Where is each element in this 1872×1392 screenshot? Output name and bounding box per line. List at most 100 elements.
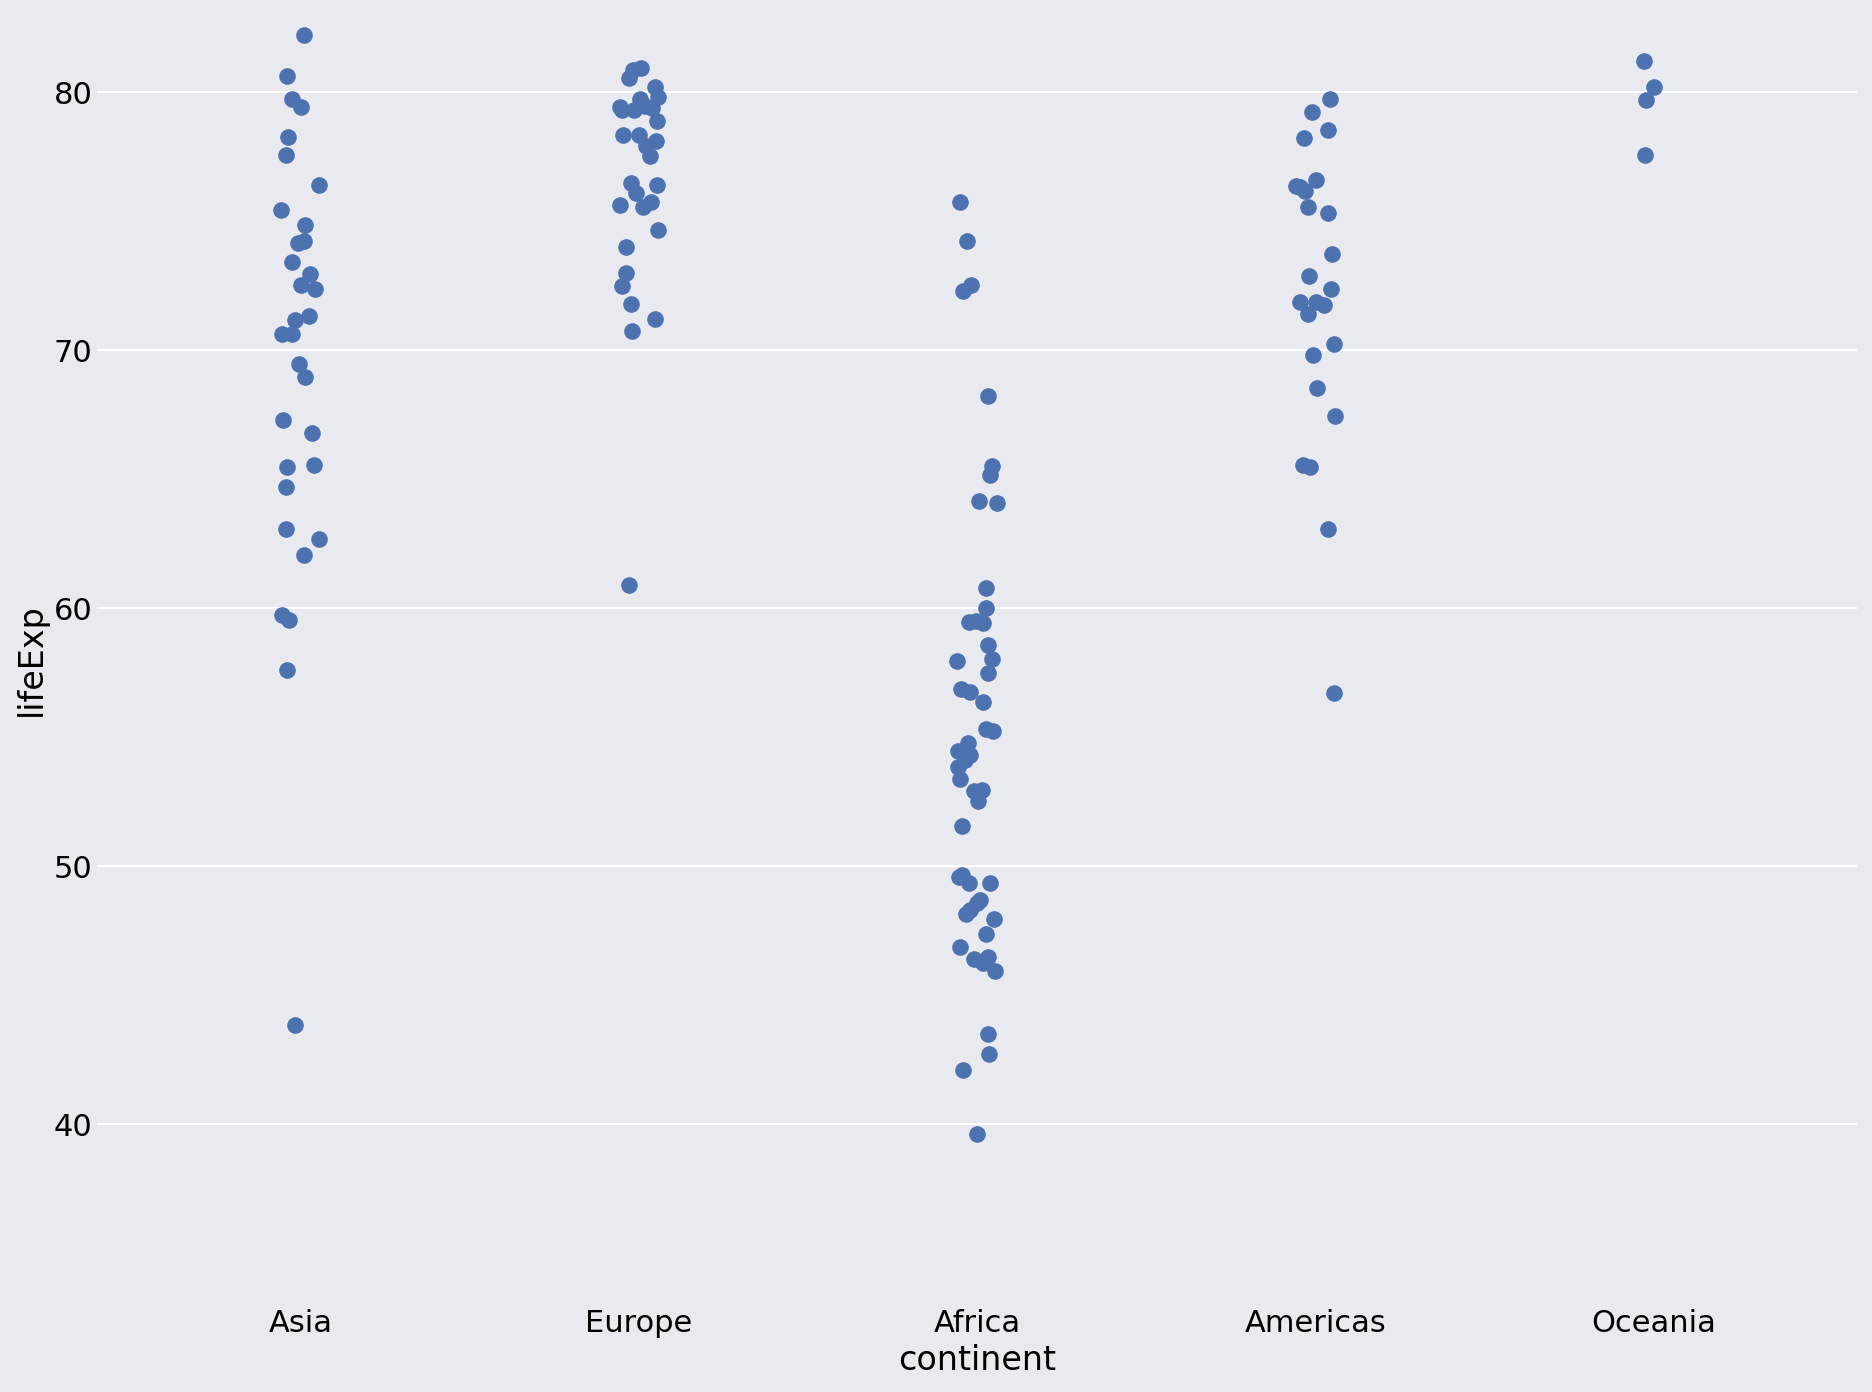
Point — [273, 125, 303, 148]
Point — [1294, 264, 1324, 287]
Point — [945, 191, 975, 213]
Point — [962, 892, 992, 915]
Point — [642, 219, 672, 241]
Point — [303, 174, 333, 196]
Point — [955, 681, 985, 703]
Point — [610, 262, 640, 284]
Point — [947, 816, 977, 838]
Point — [955, 899, 985, 922]
Point — [975, 1043, 1005, 1065]
Point — [625, 88, 655, 110]
Point — [642, 110, 672, 132]
Point — [1280, 174, 1310, 196]
Point — [1318, 333, 1348, 355]
Point — [605, 193, 635, 216]
Point — [973, 635, 1003, 657]
Point — [271, 476, 301, 498]
Point — [290, 366, 320, 388]
Point — [942, 650, 972, 672]
Point — [290, 230, 320, 252]
Point — [1297, 344, 1327, 366]
Point — [1301, 291, 1331, 313]
Point — [1316, 277, 1346, 299]
Point — [616, 294, 646, 316]
Point — [623, 124, 653, 146]
Point — [614, 67, 644, 89]
Point — [945, 866, 975, 888]
Point — [1290, 127, 1320, 149]
Point — [972, 718, 1002, 741]
Point — [973, 947, 1003, 969]
Point — [977, 455, 1007, 477]
Point — [271, 518, 301, 540]
Point — [273, 660, 303, 682]
Point — [977, 647, 1007, 670]
Point — [964, 490, 994, 512]
Y-axis label: lifeExp: lifeExp — [15, 603, 49, 717]
Point — [268, 409, 298, 432]
Point — [640, 308, 670, 330]
Point — [949, 1059, 979, 1082]
Point — [945, 935, 975, 958]
Point — [1294, 196, 1324, 219]
Point — [953, 230, 983, 252]
Point — [277, 323, 307, 345]
Point — [945, 768, 975, 791]
Point — [1290, 180, 1320, 202]
Point — [622, 181, 651, 203]
Point — [947, 864, 977, 887]
Point — [286, 96, 316, 118]
Point — [614, 574, 644, 596]
Point — [300, 277, 329, 299]
Point — [1288, 454, 1318, 476]
Point — [968, 611, 998, 633]
Point — [627, 196, 657, 219]
Point — [620, 99, 650, 121]
Point — [955, 743, 985, 766]
Point — [283, 354, 313, 376]
Point — [1629, 49, 1659, 71]
Point — [973, 663, 1003, 685]
Point — [972, 578, 1002, 600]
Point — [273, 608, 303, 631]
Point — [1320, 405, 1350, 427]
Point — [964, 888, 994, 910]
Point — [277, 251, 307, 273]
Point — [273, 64, 303, 86]
Point — [962, 791, 992, 813]
Point — [958, 780, 988, 802]
Point — [947, 280, 977, 302]
Point — [288, 544, 318, 567]
Point — [277, 88, 307, 110]
Point — [1631, 145, 1660, 167]
Point — [1295, 455, 1325, 477]
Point — [973, 386, 1003, 408]
Point — [979, 960, 1009, 983]
X-axis label: continent: continent — [899, 1345, 1056, 1377]
Point — [631, 135, 661, 157]
Point — [972, 597, 1002, 619]
Point — [979, 908, 1009, 930]
Point — [640, 77, 670, 99]
Point — [271, 143, 301, 166]
Point — [281, 1015, 311, 1037]
Point — [1303, 376, 1333, 398]
Point — [290, 24, 320, 46]
Point — [1312, 202, 1342, 224]
Point — [283, 232, 313, 255]
Point — [960, 610, 990, 632]
Point — [268, 604, 298, 626]
Point — [975, 464, 1005, 486]
Point — [1638, 77, 1668, 99]
Point — [1284, 291, 1314, 313]
Point — [1316, 242, 1346, 264]
Point — [300, 454, 329, 476]
Point — [1294, 302, 1324, 324]
Point — [968, 780, 998, 802]
Point — [953, 731, 983, 753]
Point — [290, 214, 320, 237]
Point — [281, 309, 311, 331]
Point — [294, 263, 324, 285]
Point — [294, 305, 324, 327]
Point — [305, 528, 335, 550]
